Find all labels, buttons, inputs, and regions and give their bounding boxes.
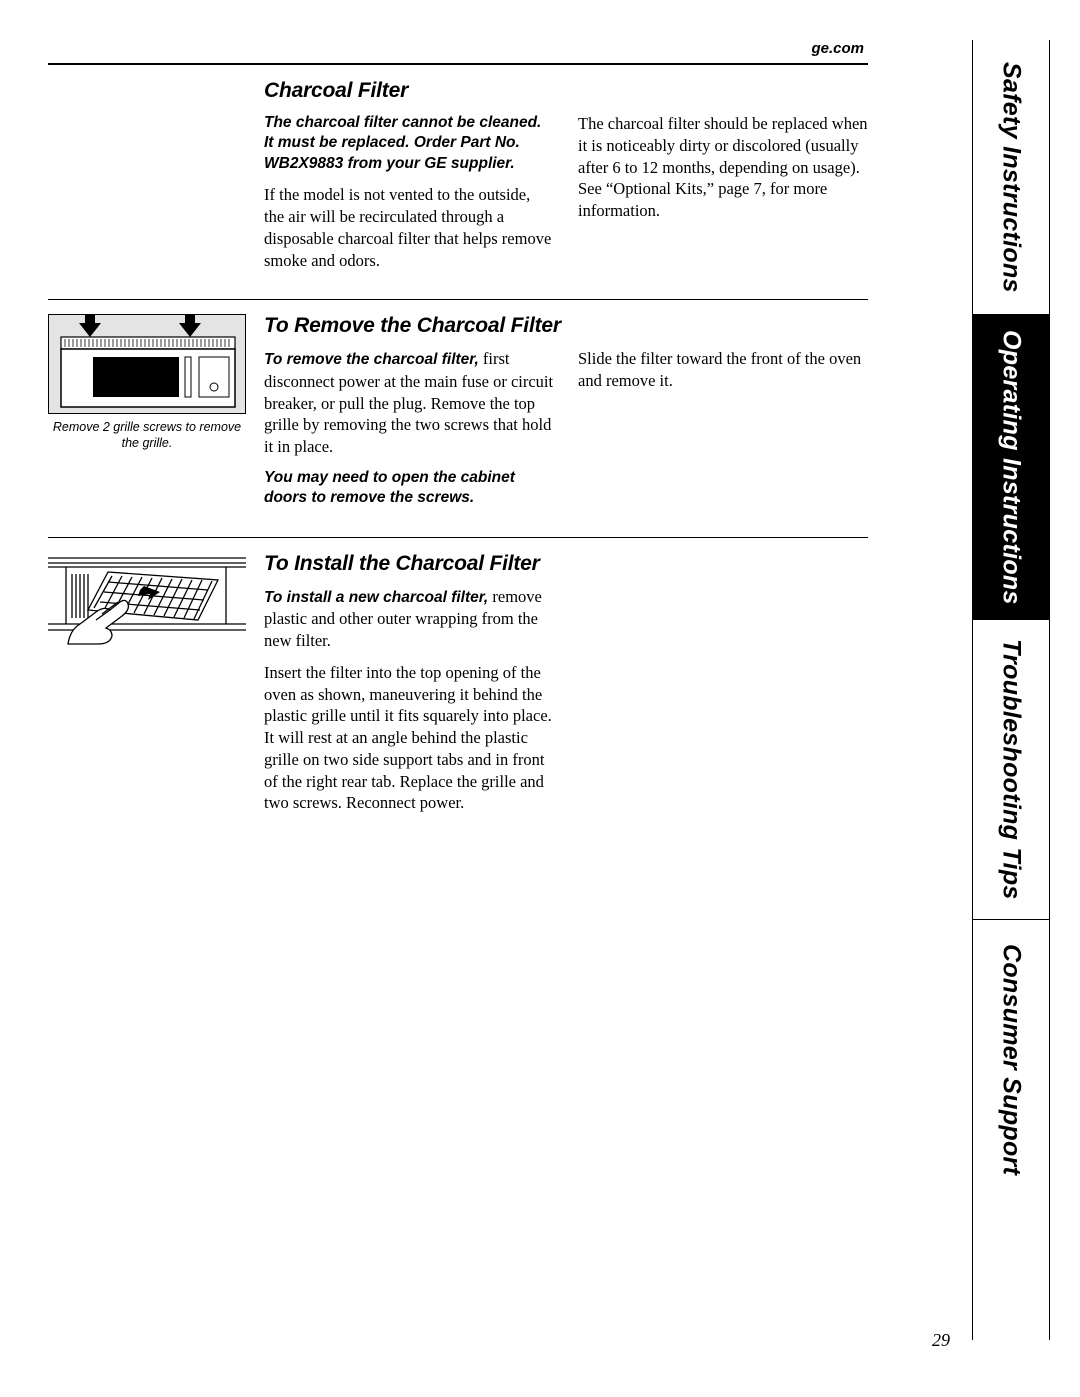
install-filter-illustration <box>48 552 246 646</box>
right-col-install <box>578 586 868 824</box>
page-content: ge.com Charcoal Filter The charcoal filt… <box>48 40 868 842</box>
section-charcoal: Charcoal Filter The charcoal filter cann… <box>48 65 868 299</box>
right-column: The charcoal filter should be replaced w… <box>578 113 868 281</box>
remove-bold-p2: You may need to open the cabinet doors t… <box>264 468 554 509</box>
illustration-remove: Remove 2 grille screws to remove the gri… <box>48 314 246 518</box>
remove-p1: To remove the charcoal filter, first dis… <box>264 348 554 458</box>
content-remove: To Remove the Charcoal Filter To remove … <box>264 314 868 518</box>
sidebar-tab[interactable]: Operating Instructions <box>973 315 1049 620</box>
left-col-install: To install a new charcoal filter, remove… <box>264 586 554 824</box>
install-p1: To install a new charcoal filter, remove… <box>264 586 554 652</box>
tab-label: Safety Instructions <box>997 62 1026 293</box>
two-columns: The charcoal filter cannot be cleaned. I… <box>264 113 868 281</box>
sidebar-tab[interactable]: Consumer Support <box>973 920 1049 1200</box>
tab-label: Troubleshooting Tips <box>997 639 1026 900</box>
charcoal-bold-note: The charcoal filter cannot be cleaned. I… <box>264 113 554 174</box>
charcoal-left-p1: If the model is not vented to the outsid… <box>264 184 554 271</box>
remove-right-p1: Slide the filter toward the front of the… <box>578 348 868 392</box>
tab-label: Consumer Support <box>997 944 1026 1175</box>
page-number: 29 <box>932 1330 950 1351</box>
right-col-remove: Slide the filter toward the front of the… <box>578 348 868 518</box>
heading-charcoal: Charcoal Filter <box>264 79 868 103</box>
illustration-install <box>48 552 246 824</box>
illustration-placeholder-1 <box>48 79 246 281</box>
content-install: To Install the Charcoal Filter To instal… <box>264 552 868 824</box>
section-install: To Install the Charcoal Filter To instal… <box>48 538 868 842</box>
heading-remove: To Remove the Charcoal Filter <box>264 314 868 338</box>
two-columns-install: To install a new charcoal filter, remove… <box>264 586 868 824</box>
install-p2: Insert the filter into the top opening o… <box>264 662 554 814</box>
sidebar-tab[interactable]: Safety Instructions <box>973 40 1049 315</box>
section-remove: Remove 2 grille screws to remove the gri… <box>48 300 868 536</box>
sidebar-tab[interactable]: Troubleshooting Tips <box>973 620 1049 920</box>
install-lead: To install a new charcoal filter, <box>264 589 488 606</box>
charcoal-right-p1: The charcoal filter should be replaced w… <box>578 113 868 222</box>
header-url: ge.com <box>48 40 868 57</box>
remove-lead: To remove the charcoal filter, <box>264 351 479 368</box>
content-charcoal: Charcoal Filter The charcoal filter cann… <box>264 79 868 281</box>
sidebar-tabs: Safety Instructions Operating Instruction… <box>972 40 1050 1340</box>
microwave-illustration <box>48 314 246 414</box>
left-col-remove: To remove the charcoal filter, first dis… <box>264 348 554 518</box>
heading-install: To Install the Charcoal Filter <box>264 552 868 576</box>
left-column: The charcoal filter cannot be cleaned. I… <box>264 113 554 281</box>
tab-label: Operating Instructions <box>997 330 1026 605</box>
two-columns-remove: To remove the charcoal filter, first dis… <box>264 348 868 518</box>
illus-caption-remove: Remove 2 grille screws to remove the gri… <box>48 420 246 451</box>
